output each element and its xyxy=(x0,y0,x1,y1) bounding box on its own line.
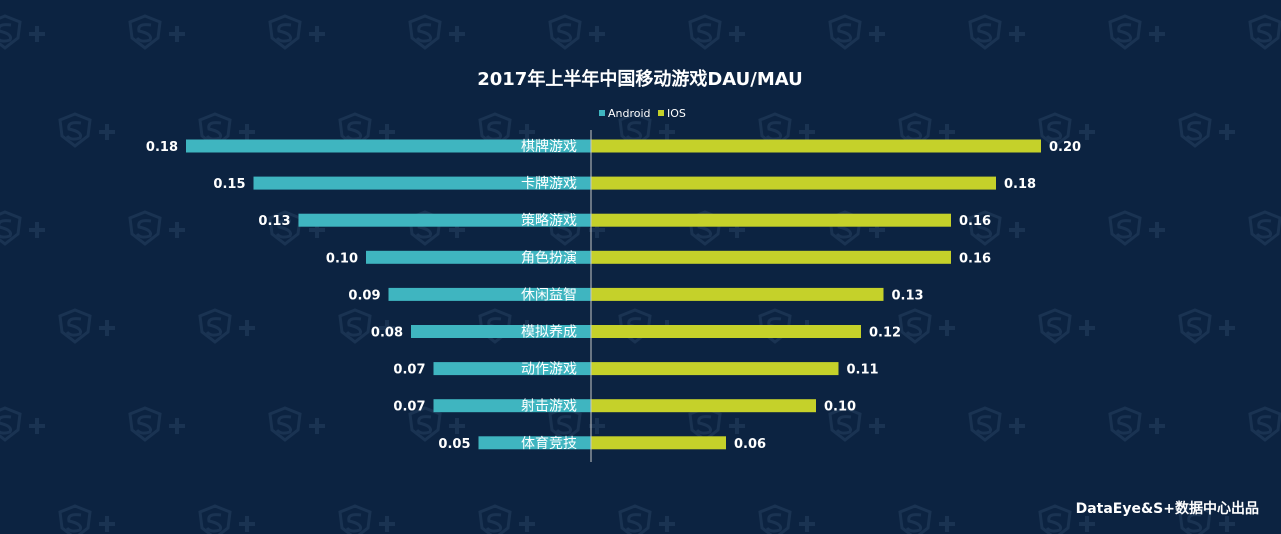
bar-ios xyxy=(591,399,816,413)
watermark-mark xyxy=(968,406,1025,442)
bar-android xyxy=(478,436,591,450)
category-label: 角色扮演 xyxy=(521,249,577,266)
category-label: 射击游戏 xyxy=(521,399,577,415)
data-label-android: 0.13 xyxy=(258,214,290,229)
data-label-ios: 0.13 xyxy=(892,288,924,303)
bar-android xyxy=(366,250,591,264)
watermark-mark xyxy=(898,504,955,534)
data-label-android: 0.08 xyxy=(371,326,403,341)
category-label: 卡牌游戏 xyxy=(521,175,577,192)
bar-android xyxy=(433,399,591,413)
watermark-mark xyxy=(688,14,745,50)
data-label-android: 0.10 xyxy=(326,251,358,266)
bar-ios xyxy=(591,176,996,190)
bar-ios xyxy=(591,287,884,301)
watermark-mark xyxy=(828,14,885,50)
legend-label-android: Android xyxy=(608,107,651,120)
data-label-ios: 0.20 xyxy=(1049,140,1081,155)
footer-credit: DataEye&S+数据中心出品 xyxy=(1075,501,1259,517)
watermark-mark xyxy=(1038,504,1095,534)
data-label-ios: 0.06 xyxy=(734,437,766,452)
watermark-mark xyxy=(1038,308,1095,344)
watermark-mark xyxy=(1178,112,1235,148)
watermark-mark xyxy=(268,406,325,442)
watermark-mark xyxy=(198,504,255,534)
watermark-mark xyxy=(0,210,45,246)
watermark-mark xyxy=(0,14,45,50)
watermark-mark xyxy=(1248,14,1281,50)
watermark-mark xyxy=(128,210,185,246)
watermark-mark xyxy=(1248,406,1281,442)
watermark-mark xyxy=(58,308,115,344)
watermark-mark xyxy=(128,14,185,50)
bar-ios xyxy=(591,362,839,376)
watermark-mark xyxy=(1108,210,1165,246)
bar-android xyxy=(388,287,591,301)
bar-ios xyxy=(591,250,951,264)
bar-android xyxy=(253,176,591,190)
watermark-mark xyxy=(1178,504,1235,534)
bar-android xyxy=(411,325,591,338)
watermark-mark xyxy=(408,406,465,442)
chart-title: 2017年上半年中国移动游戏DAU/MAU xyxy=(477,68,803,90)
category-label: 动作游戏 xyxy=(521,362,577,378)
bar-android xyxy=(186,139,591,153)
watermark-mark xyxy=(1248,210,1281,246)
data-label-ios: 0.10 xyxy=(824,400,856,415)
watermark-mark xyxy=(1038,112,1095,148)
legend-label-ios: IOS xyxy=(667,107,686,120)
data-label-android: 0.05 xyxy=(438,437,470,452)
watermark-layer xyxy=(0,14,1281,534)
watermark-mark xyxy=(618,504,675,534)
watermark-mark xyxy=(478,504,535,534)
category-label: 策略游戏 xyxy=(521,212,577,229)
watermark-mark xyxy=(128,406,185,442)
watermark-mark xyxy=(0,406,45,442)
bar-ios xyxy=(591,139,1041,153)
data-label-android: 0.15 xyxy=(213,177,245,192)
data-label-android: 0.07 xyxy=(393,400,425,415)
bars-layer: 0.18 0.20 棋牌游戏 0.15 0.18 卡牌游戏 0.13 0.16 策略游戏 0.10… xyxy=(146,138,1081,452)
chart-legend: Android IOS xyxy=(599,107,686,120)
legend-swatch-ios xyxy=(658,110,664,116)
legend-swatch-android xyxy=(599,110,605,116)
bar-android xyxy=(433,362,591,376)
data-label-ios: 0.12 xyxy=(869,326,901,341)
watermark-mark xyxy=(58,112,115,148)
bar-ios xyxy=(591,325,861,338)
watermark-mark xyxy=(1178,308,1235,344)
watermark-mark xyxy=(338,308,395,344)
category-label: 休闲益智 xyxy=(521,287,577,303)
watermark-mark xyxy=(198,308,255,344)
data-label-android: 0.09 xyxy=(348,288,380,303)
category-label: 体育竞技 xyxy=(521,435,577,452)
watermark-mark xyxy=(898,308,955,344)
data-label-ios: 0.16 xyxy=(959,214,991,229)
watermark-mark xyxy=(408,14,465,50)
bar-ios xyxy=(591,436,726,450)
category-label: 棋牌游戏 xyxy=(521,138,577,155)
data-label-android: 0.07 xyxy=(393,363,425,378)
watermark-mark xyxy=(1108,406,1165,442)
data-label-ios: 0.16 xyxy=(959,251,991,266)
data-label-ios: 0.11 xyxy=(847,363,879,378)
watermark-mark xyxy=(968,210,1025,246)
watermark-mark xyxy=(828,406,885,442)
data-label-ios: 0.18 xyxy=(1004,177,1036,192)
watermark-mark xyxy=(58,504,115,534)
category-label: 模拟养成 xyxy=(521,325,577,341)
watermark-mark xyxy=(1108,14,1165,50)
watermark-mark xyxy=(548,14,605,50)
bar-android xyxy=(298,213,591,227)
watermark-mark xyxy=(758,504,815,534)
data-label-android: 0.18 xyxy=(146,140,178,155)
watermark-mark xyxy=(968,14,1025,50)
watermark-mark xyxy=(688,406,745,442)
bar-ios xyxy=(591,213,951,227)
watermark-mark xyxy=(268,14,325,50)
watermark-mark xyxy=(338,504,395,534)
